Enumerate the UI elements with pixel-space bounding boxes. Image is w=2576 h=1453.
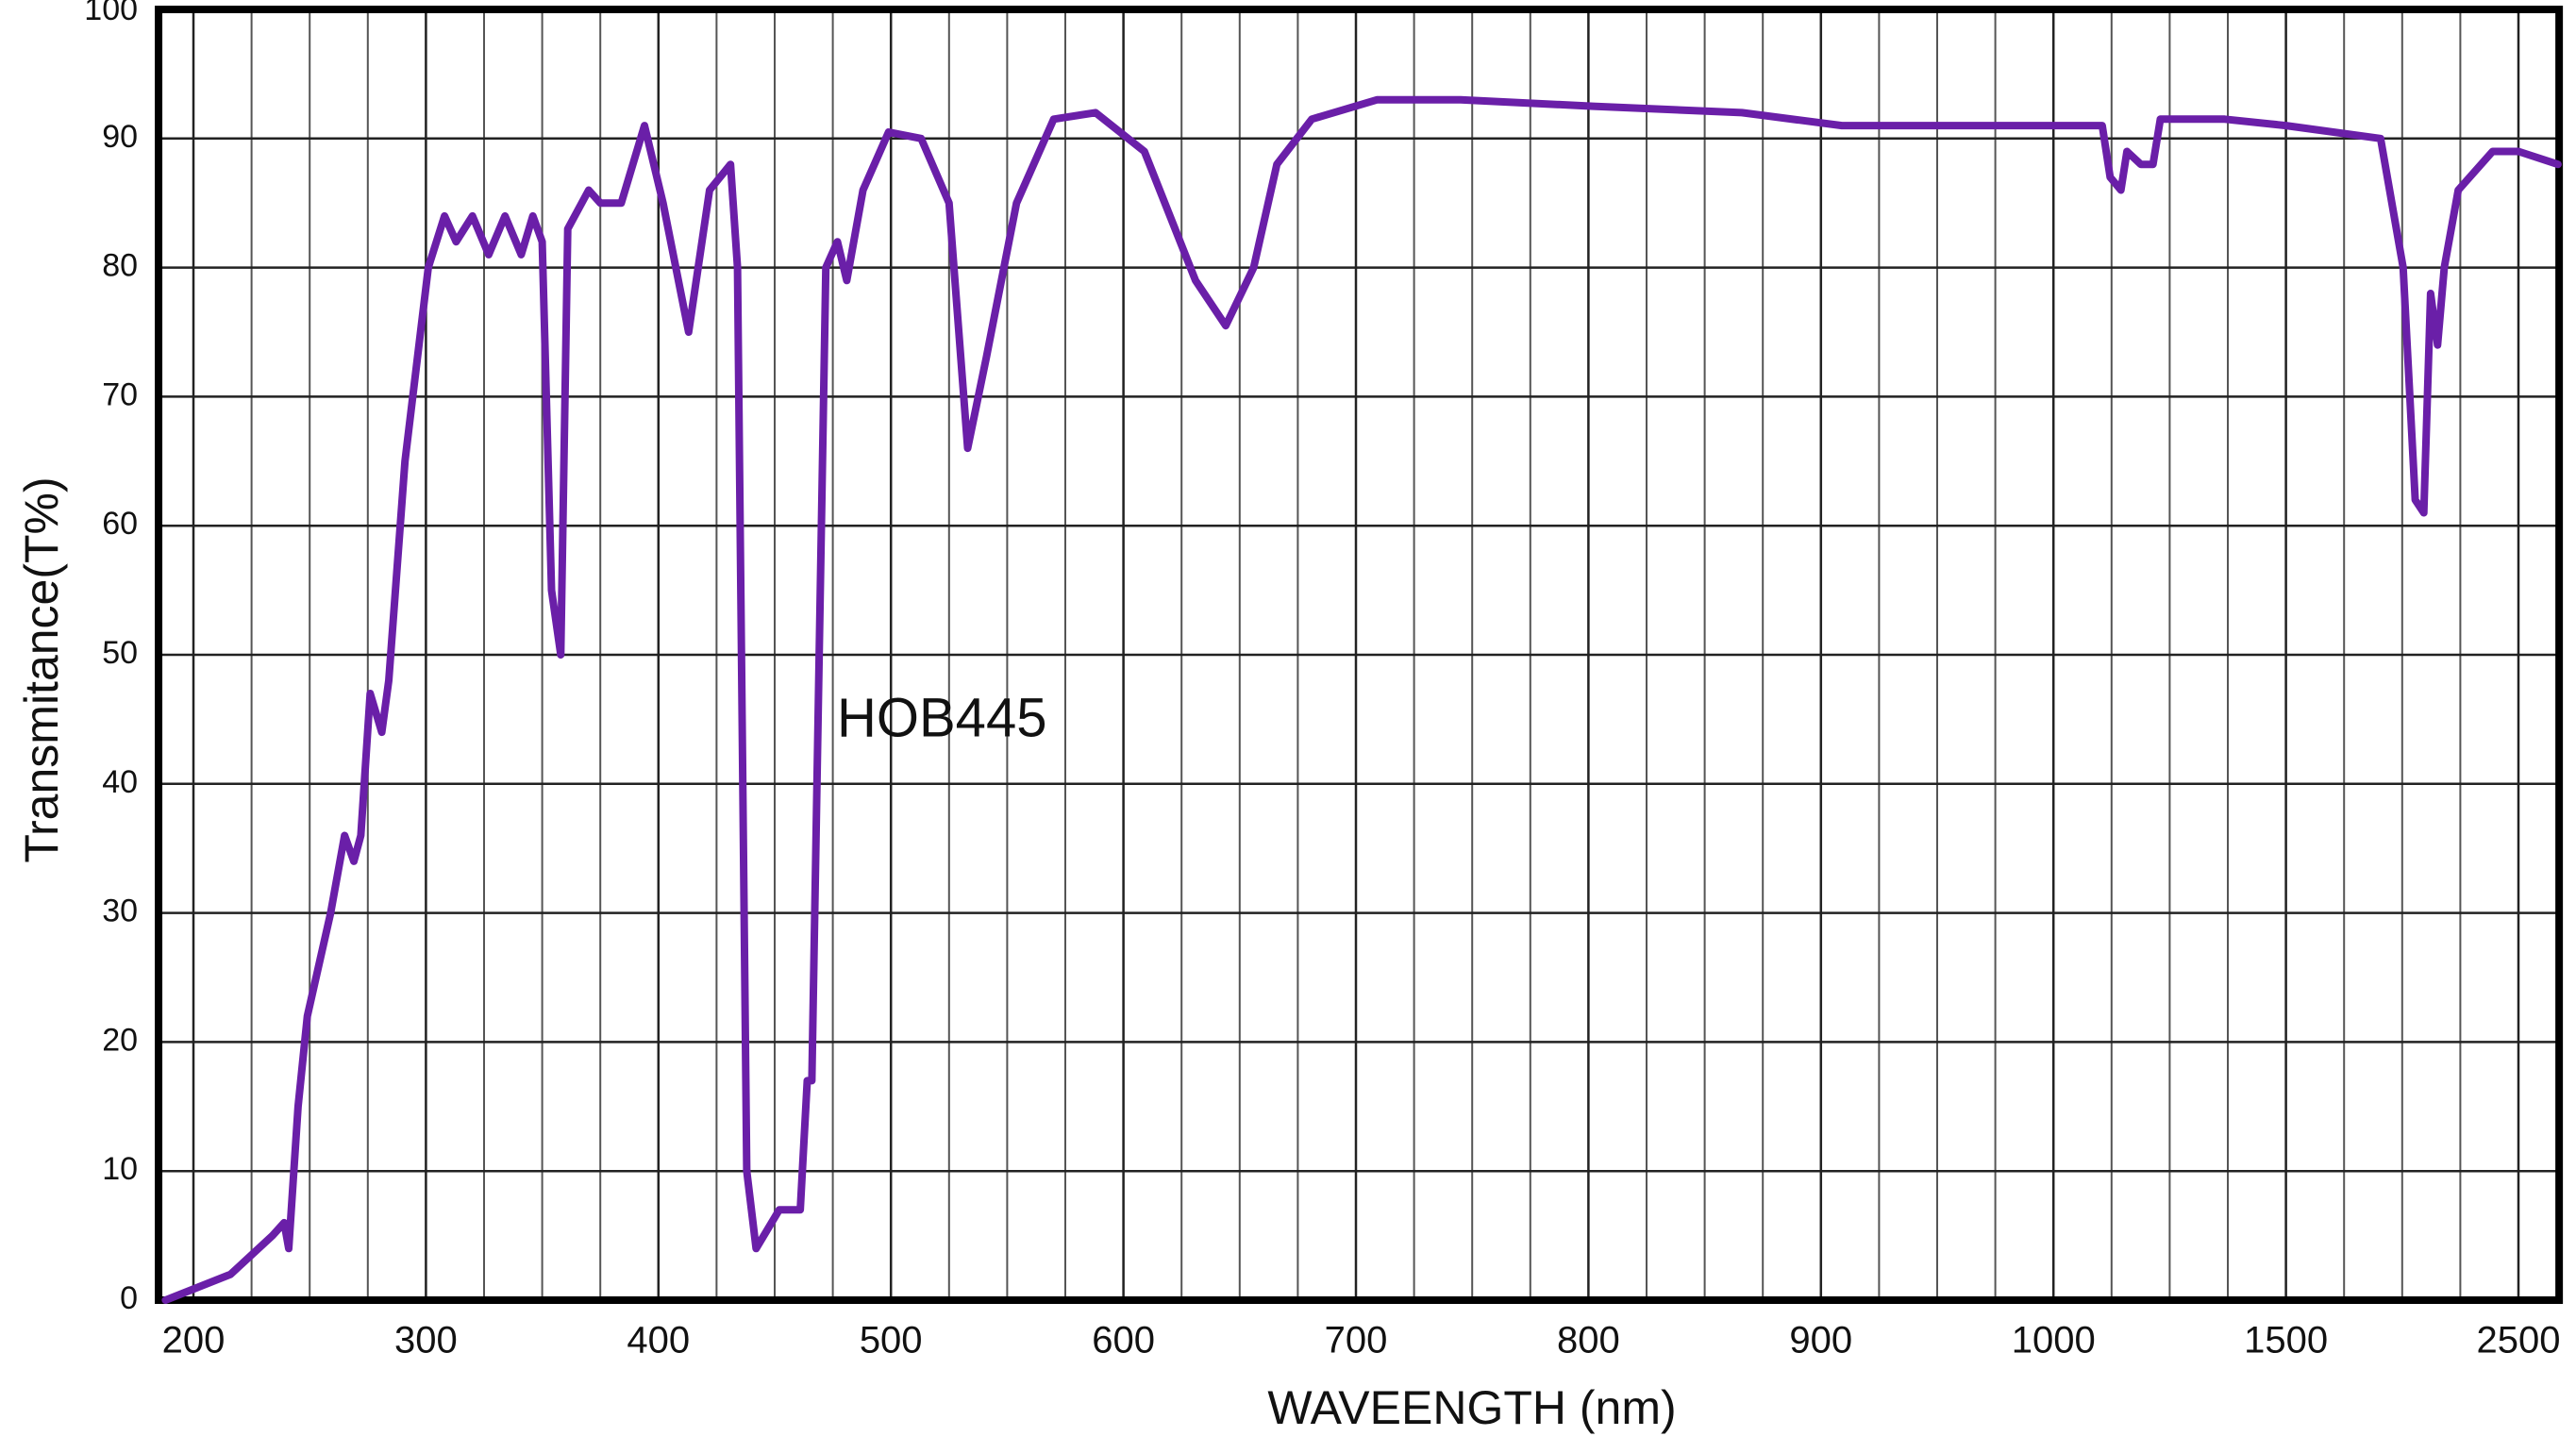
x-tick-label: 1500: [2244, 1320, 2328, 1361]
y-axis-title: Transmitance(T%): [15, 476, 68, 862]
y-tick-label: 0: [120, 1280, 138, 1316]
x-tick-label: 700: [1325, 1320, 1388, 1361]
x-tick-label: 800: [1557, 1320, 1620, 1361]
y-tick-label: 60: [102, 506, 138, 542]
y-tick-label: 40: [102, 764, 138, 800]
y-tick-label: 50: [102, 635, 138, 671]
annotation: HOB445: [837, 687, 1046, 748]
y-tick-label: 20: [102, 1022, 138, 1058]
x-axis-title: WAVEENGTH (nm): [1267, 1381, 1676, 1434]
x-tick-label: 200: [162, 1320, 226, 1361]
x-tick-label: 300: [394, 1320, 458, 1361]
plot-frame: [155, 6, 2564, 1304]
x-tick-label: 400: [627, 1320, 690, 1361]
spectrum-line: [161, 95, 2562, 1304]
x-tick-label: 2500: [2477, 1320, 2561, 1361]
x-tick-label: 500: [860, 1320, 923, 1361]
y-tick-label: 70: [102, 376, 138, 412]
y-tick-label: 30: [102, 894, 138, 929]
y-tick-label: 100: [84, 0, 138, 27]
y-tick-label: 90: [102, 119, 138, 155]
x-tick-label: 1000: [2012, 1320, 2096, 1361]
y-tick-label: 80: [102, 248, 138, 284]
x-tick-label: 900: [1789, 1320, 1852, 1361]
y-tick-label: 10: [102, 1151, 138, 1187]
x-tick-label: 600: [1092, 1320, 1155, 1361]
